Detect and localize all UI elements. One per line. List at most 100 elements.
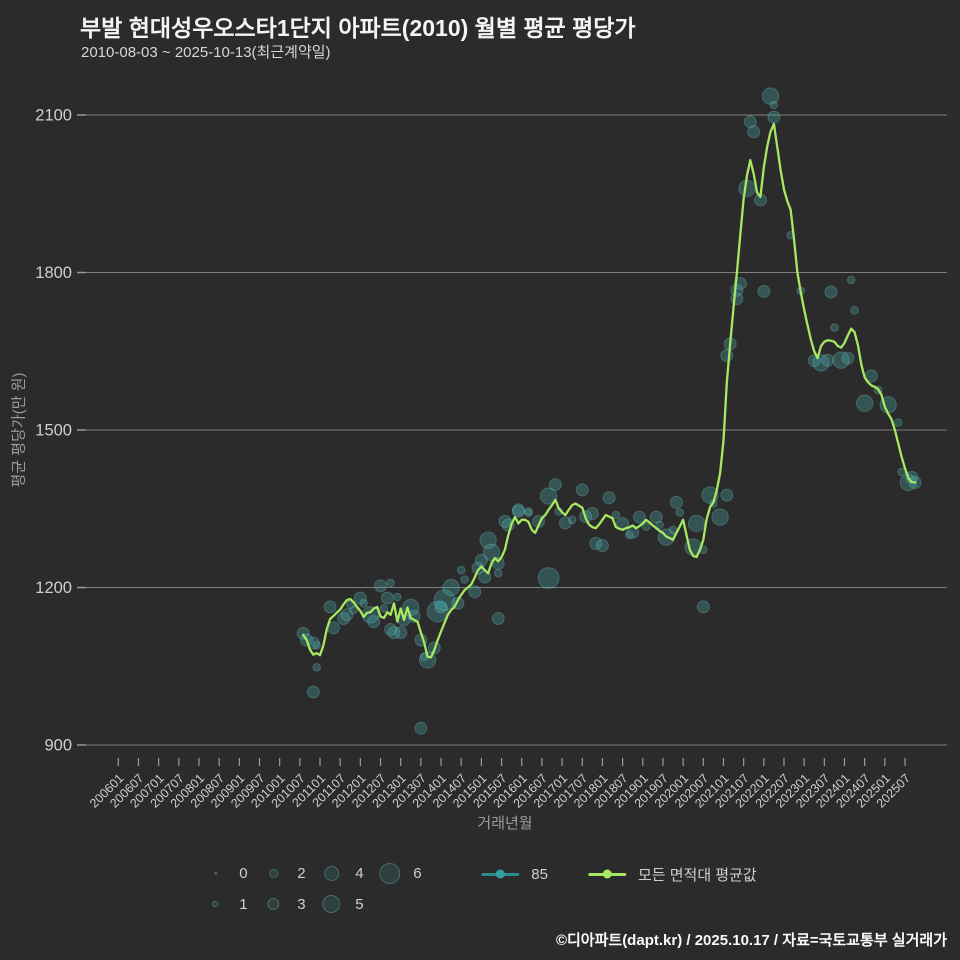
- scatter-bubble: [747, 125, 761, 139]
- size-legend-item: 4: [319, 861, 377, 885]
- y-tick-label: 1200: [35, 579, 72, 597]
- scatter-bubble: [493, 569, 503, 578]
- scatter-bubble: [733, 277, 747, 290]
- scatter-bubble: [456, 565, 466, 575]
- scatter-bubble: [426, 600, 449, 623]
- scatter-bubble: [337, 612, 351, 625]
- bubble-size-icon: [319, 892, 343, 916]
- scatter-bubble: [611, 510, 621, 520]
- scatter-bubble: [632, 510, 646, 524]
- teal-line-marker-icon: [481, 869, 520, 879]
- scatter-bubble: [511, 503, 525, 517]
- size-legend-row: 1 3 5: [203, 891, 435, 917]
- bubble-size-legend: 0 2 4 6 1 3 5: [203, 860, 435, 917]
- scatter-bubble: [511, 504, 525, 518]
- scatter-bubble: [379, 604, 389, 613]
- legend-item-85: 85: [481, 866, 548, 883]
- y-axis-title: 평균 평당가(만 원): [10, 372, 28, 488]
- scatter-bubble: [434, 600, 448, 614]
- bubble-size-icon: [261, 861, 285, 885]
- scatter-bubble: [821, 353, 835, 367]
- page-title: 부발 현대성우오스타1단지 아파트(2010) 월별 평균 평당가: [80, 15, 636, 41]
- size-legend-value: 4: [355, 864, 364, 882]
- scatter-bubble: [711, 508, 729, 526]
- scatter-bubble: [743, 115, 757, 129]
- scatter-bubble: [384, 623, 398, 636]
- scatter-bubble: [468, 585, 482, 599]
- size-legend-item: 3: [261, 892, 319, 916]
- scatter-bubble: [846, 275, 856, 285]
- scatter-bubble: [567, 515, 577, 525]
- scatter-bubble: [433, 589, 456, 611]
- scatter-bubble: [558, 516, 572, 530]
- bubble-size-icon: [203, 861, 227, 885]
- scatter-bubble: [830, 323, 839, 332]
- bubble-size-icon: [377, 861, 401, 885]
- scatter-bubble: [394, 626, 408, 640]
- scatter-bubble: [306, 685, 320, 699]
- size-legend-value: 0: [239, 864, 248, 882]
- scatter-bubble: [675, 508, 685, 517]
- bubble-size-icon: [203, 892, 227, 916]
- scatter-bubble: [589, 536, 603, 550]
- scatter-bubble: [491, 612, 505, 625]
- scatter-bubble: [894, 418, 903, 427]
- scatter-bubble: [323, 600, 337, 614]
- scatter-bubble: [669, 495, 683, 509]
- scatter-bubble: [524, 507, 533, 516]
- scatter-bubble: [460, 575, 469, 584]
- size-legend-row: 0 2 4 6: [203, 860, 435, 886]
- scatter-bubble: [899, 473, 918, 492]
- scatter-bubble: [602, 491, 616, 505]
- chart-canvas: 9001200150018002100200601200607200701200…: [35, 87, 947, 811]
- scatter-bubble: [625, 530, 634, 540]
- source-credit: ©디아파트(dapt.kr) / 2025.10.17 / 자료=국토교통부 실…: [555, 932, 947, 949]
- scatter-bubble: [832, 351, 850, 369]
- size-legend-item: 5: [319, 892, 377, 916]
- scatter-bubble: [720, 349, 734, 362]
- scatter-bubble: [856, 394, 874, 412]
- scatter-bubble: [687, 514, 706, 533]
- scatter-bubble: [769, 100, 779, 110]
- size-legend-item: 0: [203, 861, 261, 885]
- size-legend-value: 2: [297, 864, 306, 882]
- legend-item-average: 모든 면적대 평균값: [587, 864, 757, 885]
- size-legend-value: 3: [297, 895, 306, 913]
- scatter-bubble: [498, 514, 512, 528]
- scatter-bubble: [585, 507, 599, 520]
- scatter-bubble: [442, 578, 460, 597]
- scatter-bubble: [850, 306, 859, 315]
- scatter-bubble: [524, 508, 533, 518]
- scatter-bubble: [841, 351, 855, 365]
- scatter-bubble: [340, 608, 354, 622]
- scatter-bubble: [296, 626, 310, 640]
- size-legend-value: 1: [239, 895, 248, 913]
- scatter-bubble: [720, 488, 734, 502]
- scatter-bubble: [539, 487, 558, 505]
- scatter-bubble: [824, 285, 838, 299]
- x-axis-title: 거래년월: [477, 815, 533, 832]
- size-legend-item: 1: [203, 892, 261, 916]
- chart-subtitle: 2010-08-03 ~ 2025-10-13(최근계약일): [81, 44, 331, 61]
- size-legend-value: 6: [413, 864, 422, 882]
- bubble-size-icon: [319, 861, 343, 885]
- scatter-bubble: [312, 663, 322, 672]
- scatter-bubble: [380, 591, 394, 605]
- green-line-marker-icon: [587, 869, 626, 879]
- series-legend: 85 모든 면적대 평균값: [481, 861, 757, 887]
- size-legend-value: 5: [355, 895, 364, 913]
- scatter-bubble: [393, 592, 402, 602]
- scatter-bubble: [353, 591, 367, 605]
- scatter-bubble: [374, 579, 387, 593]
- chart-legend: 0 2 4 6 1 3 5 85 모든 면적대 평균값: [203, 860, 757, 917]
- scatter-bubble: [696, 600, 710, 614]
- scatter-bubble: [767, 110, 781, 124]
- y-tick-label: 2100: [35, 107, 72, 125]
- y-tick-label: 1800: [35, 264, 72, 282]
- scatter-bubble: [575, 483, 589, 497]
- scatter-bubble: [367, 615, 381, 629]
- bubble-size-icon: [261, 892, 285, 916]
- scatter-bubble: [359, 599, 369, 608]
- scatter-bubble: [641, 522, 651, 531]
- scatter-bubble: [537, 567, 560, 589]
